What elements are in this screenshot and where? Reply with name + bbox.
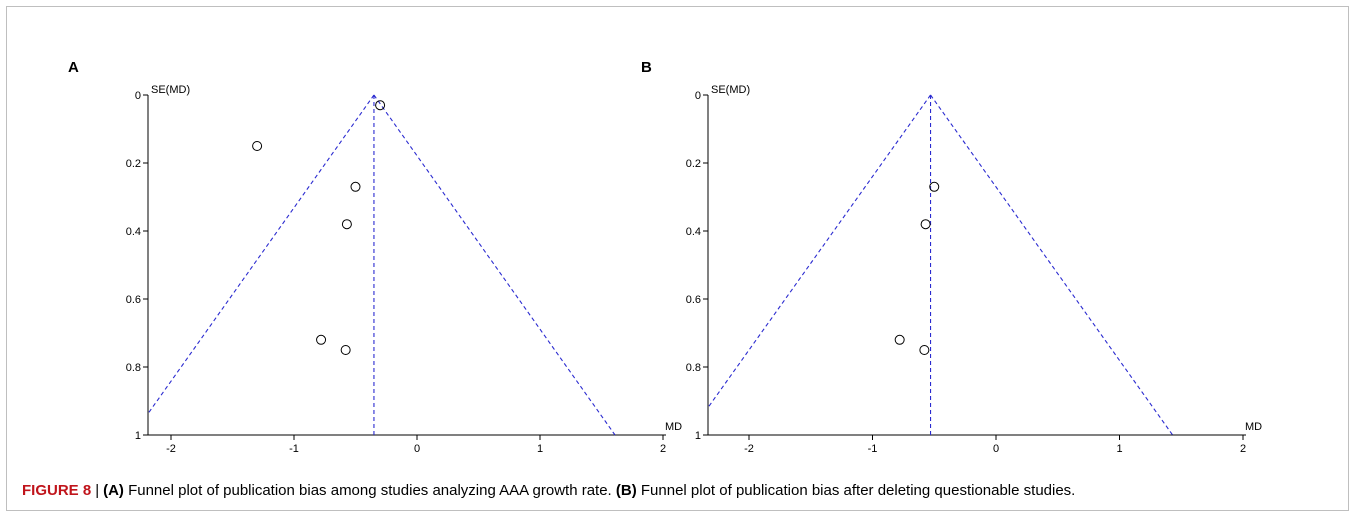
funnel-right-line: [373, 94, 616, 436]
study-point: [350, 181, 361, 192]
study-point: [316, 334, 327, 345]
y-tick-label: 0.2: [126, 158, 141, 170]
x-tick-label: 0: [993, 443, 999, 455]
study-point: [341, 219, 352, 230]
panel-b: B 0 0.2 0.4 0.6 0.8 1 -2 -1 0 1 2 SE(MD) MD: [641, 59, 1262, 455]
study-point: [894, 334, 905, 345]
study-point: [929, 181, 940, 192]
panel-a: A 0 0.2 0.4 0.6 0.8 1 -2 -1 0 1 2 SE(MD) MD: [68, 59, 682, 455]
y-tick-label: 0.8: [686, 362, 701, 374]
x-tick-label: -2: [166, 443, 176, 455]
x-tick-label: 2: [1240, 443, 1246, 455]
x-axis-title: MD: [1245, 421, 1262, 433]
figure-label: FIGURE 8: [22, 482, 92, 499]
x-tick-label: 0: [414, 443, 420, 455]
study-point: [252, 141, 263, 151]
panel-letter: B: [641, 59, 652, 76]
y-tick-label: 0.8: [126, 362, 141, 374]
study-point: [375, 100, 386, 111]
study-point: [340, 345, 351, 355]
x-tick-label: 1: [537, 443, 543, 455]
funnel-left-line: [147, 94, 375, 414]
y-tick-label: 0.6: [126, 294, 141, 306]
x-tick-label: -2: [744, 443, 754, 455]
panel-letter: A: [68, 59, 79, 76]
y-tick-label: 1: [135, 430, 141, 442]
y-axis-title: SE(MD): [711, 84, 750, 96]
funnel-right-line: [930, 94, 1174, 436]
figure-frame: [6, 6, 1349, 511]
y-tick-label: 0.4: [126, 226, 141, 238]
x-tick-label: -1: [289, 443, 299, 455]
x-axis-title: MD: [665, 421, 682, 433]
study-point: [919, 345, 930, 355]
caption-part-b-label: (B): [615, 482, 637, 499]
y-tick-label: 0.4: [686, 226, 701, 238]
y-tick-label: 0.2: [686, 158, 701, 170]
x-tick-label: 2: [660, 443, 666, 455]
caption-part-a-text: Funnel plot of publication bias among st…: [123, 482, 616, 499]
y-tick-label: 1: [695, 430, 701, 442]
y-tick-label: 0: [695, 90, 701, 102]
x-tick-label: 1: [1116, 443, 1122, 455]
funnel-left-line: [707, 94, 931, 408]
y-tick-label: 0.6: [686, 294, 701, 306]
caption-separator: |: [95, 482, 100, 499]
y-tick-label: 0: [135, 90, 141, 102]
x-tick-label: -1: [868, 443, 878, 455]
figure-caption: FIGURE 8 | (A) Funnel plot of publication …: [22, 482, 1075, 499]
study-point: [920, 219, 931, 230]
caption-part-a-label: (A): [103, 482, 124, 499]
y-axis-title: SE(MD): [151, 84, 190, 96]
caption-part-b-text: Funnel plot of publication bias after de…: [636, 482, 1076, 499]
